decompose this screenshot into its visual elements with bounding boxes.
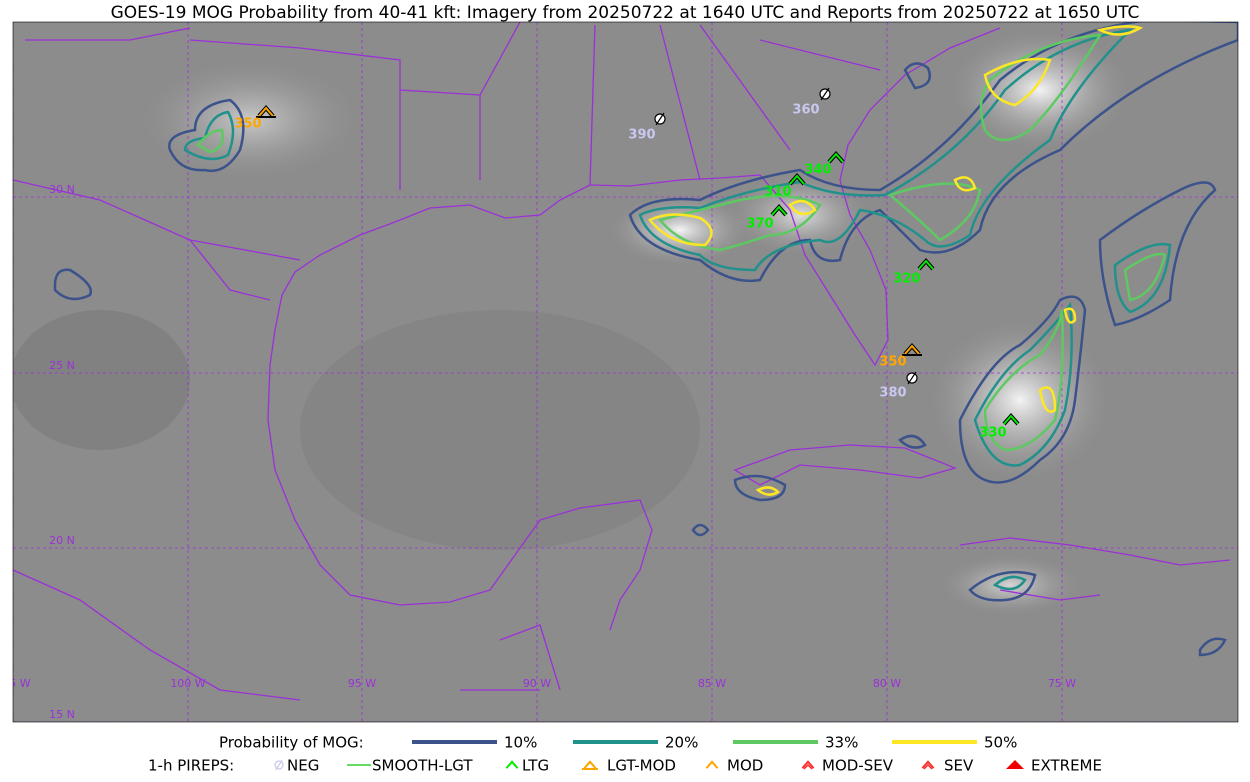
symbol [904,344,920,355]
symbol [1003,414,1019,425]
lon-label: 100 W [170,677,205,690]
map: 30 N 25 N 20 N 15 N 105 W 100 W 95 W 90 W 85 W 80… [0,22,1238,722]
graticule: 30 N 25 N 20 N 15 N 105 W 100 W 95 W 90 W 85 W 80… [0,22,1238,722]
legend-label: 50% [984,734,1017,752]
symbol [505,760,519,769]
legend-label: SMOOTH-LGT [372,757,473,775]
symbol-inner [803,763,813,770]
lat-label: 30 N [49,183,75,196]
report-label: 340 [804,163,831,178]
symbol [583,760,597,769]
pireps: 350 390 360 340 310 370 320 350 380 330 [234,87,1020,441]
legend: Probability of MOG: 10% 20% 33% 50% 1-h PIREP… [148,734,1102,775]
legend-label: 10% [504,734,537,752]
neg-slash [275,759,283,771]
symbol [801,760,815,769]
lon-label: 75 W [1048,677,1076,690]
title: GOES-19 MOG Probability from 40-41 kft: … [111,3,1140,23]
lat-label: 15 N [49,708,75,721]
report-label: 350 [234,117,261,132]
report-label: 370 [746,217,773,232]
lon-label: 95 W [348,677,376,690]
legend-label: NEG [287,757,319,775]
lon-label: 80 W [873,677,901,690]
symbol [828,152,844,163]
legend-label: 20% [665,734,698,752]
legend-label: MOD [727,757,763,775]
symbol [705,760,719,769]
report-label: 330 [979,426,1006,441]
report-label: 380 [879,386,906,401]
report-label: 360 [792,103,819,118]
extreme-symbol [1006,760,1024,769]
lon-label: 90 W [523,677,551,690]
report-label: 350 [879,355,906,370]
symbol [789,174,805,185]
lat-label: 25 N [49,359,75,372]
symbol-inner [923,763,933,770]
report-label: 390 [628,128,655,143]
neg-slash [655,112,665,126]
map-frame [12,21,1239,723]
legend-label: 33% [825,734,858,752]
lon-label: 85 W [698,677,726,690]
legend-label: LGT-MOD [607,757,676,775]
symbol [258,106,274,117]
probability-contours [53,22,1238,657]
lon-label: 105 W [0,677,31,690]
coastlines [13,22,1231,701]
neg-slash [907,371,917,385]
legend-title: 1-h PIREPS: [148,757,234,775]
legend-label: MOD-SEV [822,757,894,775]
legend-label: LTG [522,757,549,775]
report-label: 310 [764,185,791,200]
symbol [918,259,934,270]
legend-label: EXTREME [1031,757,1102,775]
lat-label: 20 N [49,534,75,547]
neg-slash [820,87,830,101]
legend-label: SEV [944,757,974,775]
legend-title: Probability of MOG: [219,734,364,752]
symbol [921,760,935,769]
report-label: 320 [893,272,920,287]
symbol [771,205,787,216]
